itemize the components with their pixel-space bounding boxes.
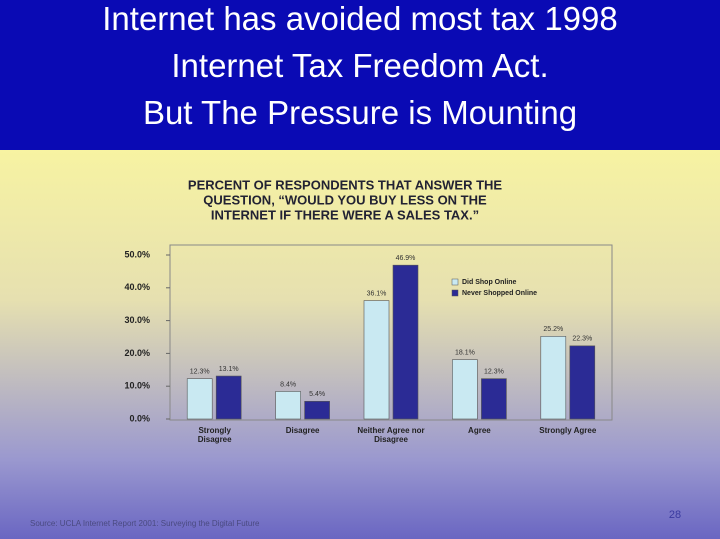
- source: Source: UCLA Internet Report 2001: Surve…: [30, 519, 260, 528]
- bar: [215, 375, 242, 420]
- y-tick-label: 30.0%: [124, 315, 150, 325]
- x-tick-label: Agree: [468, 426, 491, 435]
- plot-area: [169, 244, 613, 421]
- chart-title: QUESTION, “WOULD YOU BUY LESS ON THE: [203, 192, 487, 207]
- slide-title: But The Pressure is Mounting: [142, 94, 578, 131]
- bar: [452, 359, 478, 420]
- value-label: 36.1%: [367, 290, 387, 297]
- title-band: [0, 0, 720, 150]
- value-label: 25.2%: [543, 326, 563, 333]
- y-tick-label: 0.0%: [129, 413, 150, 423]
- slide-title: Internet Tax Freedom Act.: [171, 47, 549, 84]
- legend-swatch: [451, 278, 459, 286]
- y-tick-label: 10.0%: [124, 381, 150, 391]
- bar: [569, 345, 596, 420]
- x-tick-label: Strongly Agree: [539, 426, 597, 435]
- value-label: 18.1%: [455, 349, 475, 356]
- chart-title: PERCENT OF RESPONDENTS THAT ANSWER THE: [188, 177, 503, 192]
- value-label: 46.9%: [396, 255, 416, 262]
- x-tick-label: Neither Agree nor Disagree: [357, 426, 425, 444]
- legend-label: Did Shop Online: [462, 279, 517, 286]
- legend-label: Never Shopped Online: [462, 290, 537, 297]
- bar: [540, 336, 567, 420]
- value-label: 5.4%: [309, 391, 325, 398]
- x-tick-label: Disagree: [285, 426, 320, 435]
- value-label: 13.1%: [219, 366, 239, 373]
- bar: [363, 300, 390, 420]
- value-label: 8.4%: [280, 381, 296, 388]
- x-tick-label: Strongly Disagree: [197, 426, 232, 444]
- value-label: 12.3%: [190, 368, 210, 375]
- bar: [275, 391, 301, 420]
- bar: [481, 378, 507, 420]
- y-tick-label: 20.0%: [124, 348, 150, 358]
- y-tick-label: 40.0%: [124, 282, 150, 292]
- bar: [186, 378, 213, 420]
- value-label: 12.3%: [484, 368, 504, 375]
- y-tick-label: 50.0%: [124, 249, 150, 259]
- chart-title: INTERNET IF THERE WERE A SALES TAX.”: [211, 207, 479, 222]
- slide-title: Internet has avoided most tax 1998: [102, 0, 618, 37]
- legend-swatch: [451, 289, 459, 297]
- value-label: 22.3%: [572, 336, 592, 343]
- bar: [304, 400, 330, 420]
- bar: [392, 264, 419, 420]
- page-number: 28: [669, 509, 681, 521]
